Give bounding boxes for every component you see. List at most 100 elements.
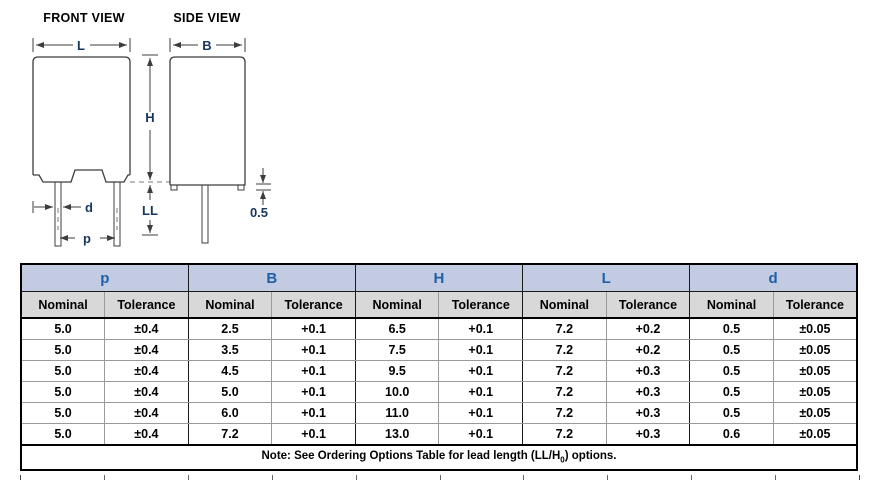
table-cell: 7.2 — [522, 423, 607, 446]
table-cell: 5.0 — [21, 402, 106, 424]
dim-B-label: B — [202, 38, 211, 53]
table-cell: 5.0 — [21, 339, 106, 361]
table-cell: 7.2 — [522, 381, 607, 403]
table-cell: 5.0 — [21, 423, 106, 446]
table-row: 5.0 ±0.4 7.2 +0.1 13.0 +0.1 7.2 +0.3 0.6… — [21, 423, 857, 446]
table-cell: ±0.05 — [773, 339, 857, 361]
dim-p-label: p — [83, 231, 91, 246]
table-cell: +0.3 — [606, 402, 691, 424]
table-cell: +0.2 — [606, 339, 691, 361]
divider — [189, 475, 273, 480]
subheader-cell: Nominal — [355, 291, 440, 319]
divider — [441, 475, 525, 480]
table-note-row: Note: See Ordering Options Table for lea… — [21, 444, 857, 470]
table-cell: +0.1 — [271, 318, 356, 340]
table-cell: 5.0 — [21, 360, 106, 382]
capacitor-dimension-drawing: FRONT VIEW SIDE VIEW L d — [32, 11, 271, 247]
side-right-foot — [237, 185, 245, 191]
side-left-foot — [170, 185, 178, 191]
dimension-d: d — [32, 200, 93, 215]
table-cell: +0.1 — [271, 339, 356, 361]
table-cell: 7.5 — [355, 339, 440, 361]
table-cell: ±0.05 — [773, 423, 857, 446]
dimension-B: B — [169, 38, 246, 53]
group-header-L: L — [522, 264, 691, 292]
side-view-drawing — [169, 56, 246, 244]
subheader-cell: Tolerance — [773, 291, 857, 319]
table-cell: ±0.4 — [104, 402, 189, 424]
table-cell: 3.5 — [188, 339, 273, 361]
subheader-cell: Tolerance — [271, 291, 356, 319]
table-row: 5.0 ±0.4 5.0 +0.1 10.0 +0.1 7.2 +0.3 0.5… — [21, 381, 857, 403]
table-cell: 9.5 — [355, 360, 440, 382]
front-right-lead — [113, 182, 121, 247]
divider — [524, 475, 609, 480]
table-cell: +0.2 — [606, 318, 691, 340]
table-cell: +0.1 — [271, 402, 356, 424]
table-cell: 2.5 — [188, 318, 273, 340]
dimension-H-LL: H LL — [130, 54, 170, 236]
table-cell: 5.0 — [21, 318, 106, 340]
table-cell: 0.5 — [689, 360, 774, 382]
group-header-p: p — [21, 264, 189, 292]
table-cell: 13.0 — [355, 423, 440, 446]
divider — [273, 475, 357, 480]
table-cell: ±0.4 — [104, 339, 189, 361]
table-subheader-row: Nominal Tolerance Nominal Tolerance Nomi… — [21, 291, 857, 319]
note-cell: Note: See Ordering Options Table for lea… — [21, 444, 857, 470]
table-cell: 5.0 — [21, 381, 106, 403]
group-header-d: d — [689, 264, 857, 292]
group-header-B: B — [188, 264, 356, 292]
table-cell: +0.1 — [271, 360, 356, 382]
cropped-next-row-stub — [20, 475, 860, 480]
subheader-cell: Nominal — [188, 291, 273, 319]
table-group-header-row: p B H L d — [21, 264, 857, 292]
dim-d-label: d — [85, 200, 93, 215]
dimension-p: p — [60, 231, 115, 246]
divider — [608, 475, 693, 480]
table-cell: 7.2 — [522, 318, 607, 340]
table-cell: +0.1 — [438, 381, 524, 403]
table-cell: +0.1 — [438, 339, 524, 361]
table-cell: ±0.4 — [104, 360, 189, 382]
table-cell: 0.5 — [689, 318, 774, 340]
group-header-H: H — [355, 264, 524, 292]
side-body-outline — [169, 56, 246, 186]
dim-LL-label: LL — [142, 203, 158, 218]
table-cell: 0.5 — [689, 381, 774, 403]
table-cell: 5.0 — [188, 381, 273, 403]
subheader-cell: Nominal — [522, 291, 607, 319]
dim-standoff-label: 0.5 — [250, 205, 268, 220]
subheader-cell: Nominal — [689, 291, 774, 319]
subheader-cell: Tolerance — [104, 291, 189, 319]
table-cell: ±0.05 — [773, 402, 857, 424]
table-cell: +0.1 — [438, 318, 524, 340]
table-cell: ±0.05 — [773, 360, 857, 382]
table-cell: +0.1 — [438, 423, 524, 446]
dim-H-label: H — [145, 110, 154, 125]
table-row: 5.0 ±0.4 2.5 +0.1 6.5 +0.1 7.2 +0.2 0.5 … — [21, 318, 857, 340]
front-left-lead — [54, 182, 62, 247]
table-cell: +0.1 — [438, 402, 524, 424]
table-row: 5.0 ±0.4 4.5 +0.1 9.5 +0.1 7.2 +0.3 0.5 … — [21, 360, 857, 382]
front-view-drawing — [32, 56, 131, 247]
divider — [692, 475, 777, 480]
side-view-title: SIDE VIEW — [173, 11, 240, 25]
table-cell: 6.5 — [355, 318, 440, 340]
table-cell: +0.3 — [606, 360, 691, 382]
dimension-L: L — [32, 38, 131, 53]
table-cell: 0.5 — [689, 402, 774, 424]
table-row: 5.0 ±0.4 3.5 +0.1 7.5 +0.1 7.2 +0.2 0.5 … — [21, 339, 857, 361]
table-cell: 4.5 — [188, 360, 273, 382]
table-cell: +0.3 — [606, 381, 691, 403]
divider — [357, 475, 441, 480]
divider — [21, 475, 105, 480]
table-cell: 7.2 — [188, 423, 273, 446]
table-cell: ±0.4 — [104, 318, 189, 340]
subheader-cell: Tolerance — [438, 291, 524, 319]
table-cell: +0.1 — [271, 381, 356, 403]
table-cell: 0.5 — [689, 339, 774, 361]
table-row: 5.0 ±0.4 6.0 +0.1 11.0 +0.1 7.2 +0.3 0.5… — [21, 402, 857, 424]
note-text-end: ) options. — [564, 450, 617, 463]
